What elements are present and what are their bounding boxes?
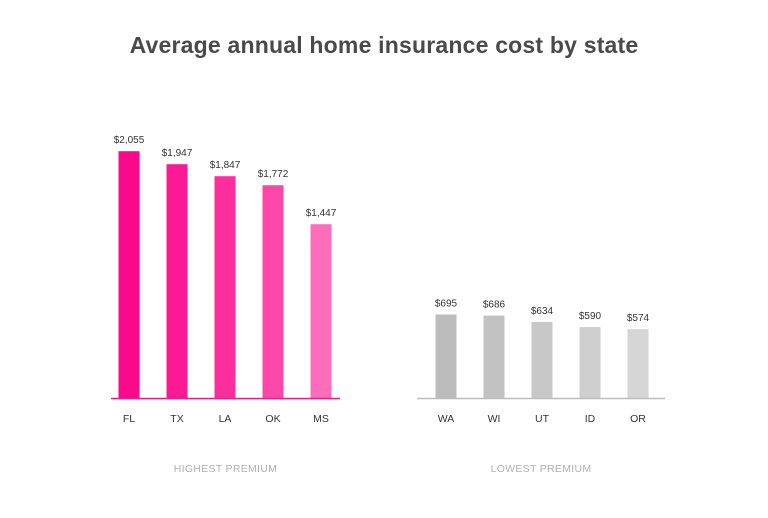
bar-or (627, 329, 649, 398)
highest-premium-label: HIGHEST PREMIUM (174, 463, 277, 475)
bar-wa (435, 314, 457, 398)
value-label-or: $574 (627, 313, 650, 324)
value-label-id: $590 (579, 311, 602, 322)
category-label-tx: TX (170, 413, 183, 425)
category-label-ut: UT (535, 413, 550, 425)
category-label-wa: WA (438, 413, 455, 425)
value-label-wi: $686 (483, 300, 506, 311)
bar-ok (262, 185, 284, 398)
value-label-wa: $695 (435, 299, 458, 310)
bar-la (214, 176, 236, 398)
category-label-ok: OK (265, 413, 280, 425)
value-label-fl: $2,055 (114, 135, 145, 146)
value-label-la: $1,847 (210, 160, 241, 171)
chart-title: Average annual home insurance cost by st… (129, 32, 639, 58)
value-label-ok: $1,772 (258, 169, 289, 180)
lowest-premium-panel: $695 WA $686 WI $634 UT $590 ID $574 OR LOWEST PRE… (417, 299, 665, 475)
category-label-ms: MS (313, 413, 329, 425)
category-label-fl: FL (123, 413, 135, 425)
value-label-tx: $1,947 (162, 148, 193, 159)
bar-id (579, 327, 601, 398)
bar-tx (166, 164, 188, 398)
category-label-or: OR (630, 413, 646, 425)
category-label-id: ID (585, 413, 596, 425)
category-label-wi: WI (488, 413, 501, 425)
bar-fl (118, 151, 140, 398)
value-label-ms: $1,447 (306, 208, 337, 219)
lowest-premium-label: LOWEST PREMIUM (491, 463, 592, 475)
category-label-la: LA (219, 413, 232, 425)
bar-ms (310, 224, 332, 398)
value-label-ut: $634 (531, 306, 554, 317)
bar-ut (531, 321, 553, 398)
highest-premium-panel: $2,055 FL $1,947 TX $1,847 LA $1,772 OK $1,447 MS… (111, 135, 340, 475)
bar-wi (483, 315, 505, 398)
